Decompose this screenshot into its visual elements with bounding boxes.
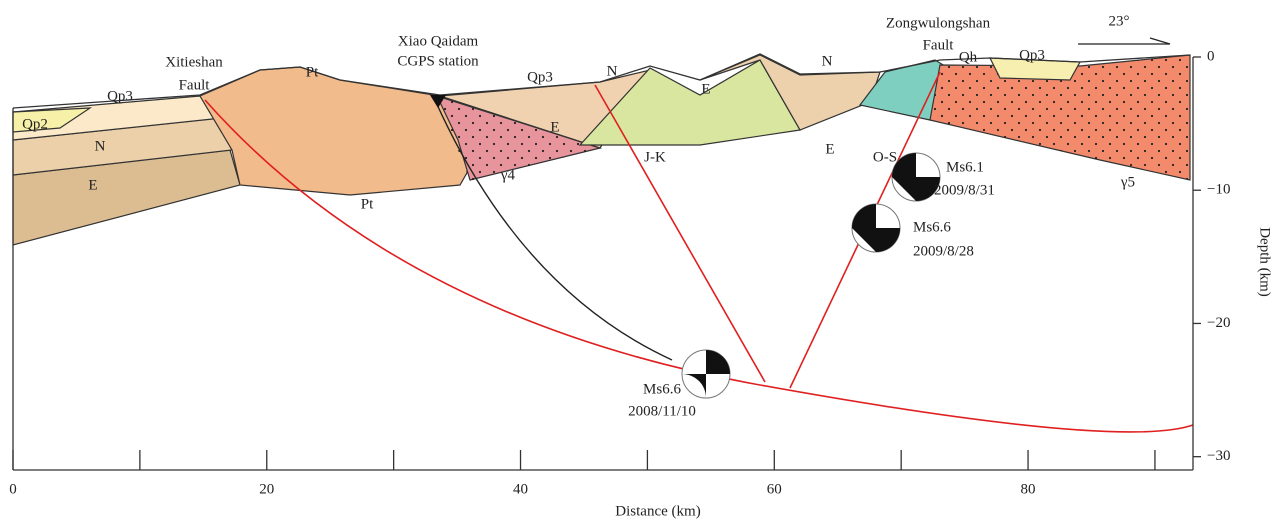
quake-date: 2009/8/28	[913, 243, 974, 259]
x-tick-label: 60	[767, 481, 782, 497]
fault-label: Xitieshan	[165, 54, 223, 70]
quake-magnitude: Ms6.6	[913, 219, 951, 235]
unit-label: N	[822, 53, 833, 69]
cross-section: Xitieshan Fault Zongwulongshan Fault Xia…	[0, 0, 1282, 525]
y-tick-label: −10	[1207, 182, 1230, 198]
geology	[13, 38, 1193, 432]
station-label: Xiao Qaidam	[398, 33, 479, 49]
unit-label: γ4	[500, 167, 516, 183]
unit-label: Qp2	[22, 116, 48, 132]
quake-date: 2009/8/31	[934, 182, 995, 198]
x-tick-label: 0	[9, 481, 17, 497]
x-tick-label: 80	[1021, 481, 1036, 497]
unit-label: E	[701, 81, 710, 97]
y-tick-label: −20	[1207, 315, 1230, 331]
unit-label: Pt	[361, 196, 374, 212]
unit-label: γ5	[1120, 174, 1135, 190]
x-tick-label: 40	[513, 481, 528, 497]
quake-date: 2008/11/10	[628, 403, 696, 419]
unit-label: Qp3	[1019, 47, 1045, 63]
strike-label: 23°	[1109, 13, 1130, 29]
unit-label: E	[88, 177, 97, 193]
y-tick-label: 0	[1207, 48, 1215, 64]
unit-label: N	[607, 63, 618, 79]
unit-label: O-S	[873, 149, 897, 165]
unit-label: E	[550, 119, 559, 135]
quake-magnitude: Ms6.6	[643, 381, 681, 397]
unit-label: Qp3	[107, 88, 133, 104]
unit-label: N	[95, 138, 106, 154]
fault-label: Zongwulongshan	[886, 15, 991, 31]
quake-magnitude: Ms6.1	[946, 159, 984, 175]
x-tick-label: 20	[259, 481, 274, 497]
fault-label: Fault	[923, 37, 955, 53]
unit-label: Qp3	[527, 69, 553, 85]
unit-label: Pt	[306, 64, 319, 80]
y-axis-label: Depth (km)	[1257, 227, 1273, 297]
y-tick-label: −30	[1207, 448, 1230, 464]
unit-label: J-K	[644, 149, 666, 165]
unit-label: Qh	[959, 49, 978, 65]
unit-label: E	[825, 141, 834, 157]
station-label: CGPS station	[397, 53, 479, 69]
x-axis-label: Distance (km)	[615, 503, 700, 519]
beachballs	[682, 153, 940, 398]
fault-label: Fault	[179, 77, 211, 93]
